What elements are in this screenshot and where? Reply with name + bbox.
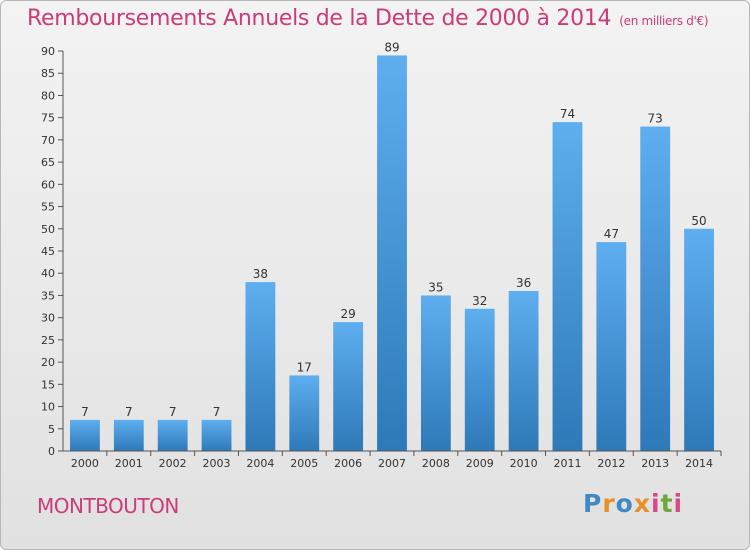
x-tick-label: 2010: [510, 457, 538, 470]
y-tick-label: 80: [41, 89, 55, 102]
brand-letter: t: [660, 489, 674, 518]
bar-2000: [70, 419, 100, 451]
x-tick-label: 2006: [334, 457, 362, 470]
bar-value-label: 47: [604, 227, 619, 241]
bar-2013: [640, 126, 671, 452]
bar-value-label: 73: [648, 112, 663, 126]
x-tick-label: 2001: [115, 457, 143, 470]
x-tick-label: 2009: [466, 457, 494, 470]
bar-2010: [508, 291, 539, 451]
bar-2001: [113, 419, 144, 451]
x-tick-label: 2002: [159, 457, 187, 470]
brand-letter: x: [633, 489, 651, 518]
y-tick-label: 0: [48, 445, 55, 458]
chart-title: Remboursements Annuels de la Dette de 20…: [27, 6, 709, 31]
x-tick-label: 2003: [203, 457, 231, 470]
bar-value-label: 89: [384, 40, 399, 54]
bar-2008: [420, 295, 451, 451]
bar-value-label: 7: [125, 405, 133, 419]
y-tick-label: 15: [41, 378, 55, 391]
x-tick-label: 2007: [378, 457, 406, 470]
y-tick-label: 25: [41, 334, 55, 347]
chart-unit: (en milliers d'€): [619, 14, 709, 28]
x-tick-label: 2011: [553, 457, 581, 470]
y-tick-label: 50: [41, 223, 55, 236]
y-tick-label: 60: [41, 178, 55, 191]
chart-title-text: Remboursements Annuels de la Dette de 20…: [27, 6, 612, 31]
y-tick-label: 55: [41, 201, 55, 214]
bar-value-label: 29: [340, 307, 355, 321]
bars: 7 7 7 7 38 17 29 89 35 32 36 74 47 73 50: [70, 40, 714, 452]
bar-value-label: 32: [472, 294, 487, 308]
y-axis: 0 5 10 15 20 25 30 35 40 45 50 55 60 65 70 75 80 85 90: [41, 45, 64, 458]
y-tick-label: 70: [41, 134, 55, 147]
y-tick-label: 85: [41, 67, 55, 80]
bar-2009: [464, 308, 495, 451]
bar-value-label: 7: [169, 405, 177, 419]
x-tick-label: 2013: [641, 457, 669, 470]
x-tick-label: 2012: [597, 457, 625, 470]
y-tick-label: 65: [41, 156, 55, 169]
brand-letter: P: [583, 489, 603, 518]
y-tick-label: 5: [48, 423, 55, 436]
y-tick-label: 40: [41, 267, 55, 280]
x-tick-label: 2008: [422, 457, 450, 470]
bar-2014: [684, 228, 714, 451]
bar-2006: [333, 322, 364, 451]
y-tick-label: 35: [41, 289, 55, 302]
proxiti-logo: Proxiti: [583, 489, 683, 518]
commune-name: MONTBOUTON: [37, 494, 179, 518]
bar-2004: [245, 282, 276, 451]
bar-value-label: 35: [428, 280, 443, 294]
x-tick-label: 2004: [246, 457, 274, 470]
bar-2012: [596, 242, 627, 451]
brand-letter: o: [615, 489, 634, 518]
bar-value-label: 7: [81, 405, 89, 419]
x-tick-label: 2014: [685, 457, 713, 470]
bar-value-label: 7: [213, 405, 221, 419]
brand-letter: i: [651, 489, 661, 518]
bar-value-label: 74: [560, 107, 575, 121]
y-tick-label: 30: [41, 312, 55, 325]
bar-2002: [157, 419, 188, 451]
y-tick-label: 75: [41, 112, 55, 125]
x-axis: 2000 2001 2002 2003 2004 2005 2006 2007 2008 2009…: [63, 450, 722, 470]
bar-2005: [289, 375, 320, 451]
bar-2007: [377, 55, 407, 451]
bar-value-label: 38: [253, 267, 268, 281]
y-tick-label: 20: [41, 356, 55, 369]
x-tick-label: 2000: [71, 457, 99, 470]
y-tick-label: 45: [41, 245, 55, 258]
bar-value-label: 36: [516, 276, 531, 290]
y-tick-label: 10: [41, 401, 55, 414]
bar-value-label: 17: [297, 360, 312, 374]
brand-letter: r: [602, 489, 616, 518]
bar-2011: [552, 122, 583, 451]
brand-letter: i: [673, 489, 684, 518]
bar-value-label: 50: [691, 214, 706, 228]
bar-2003: [201, 419, 232, 451]
x-tick-label: 2005: [290, 457, 318, 470]
y-tick-label: 90: [41, 45, 55, 58]
